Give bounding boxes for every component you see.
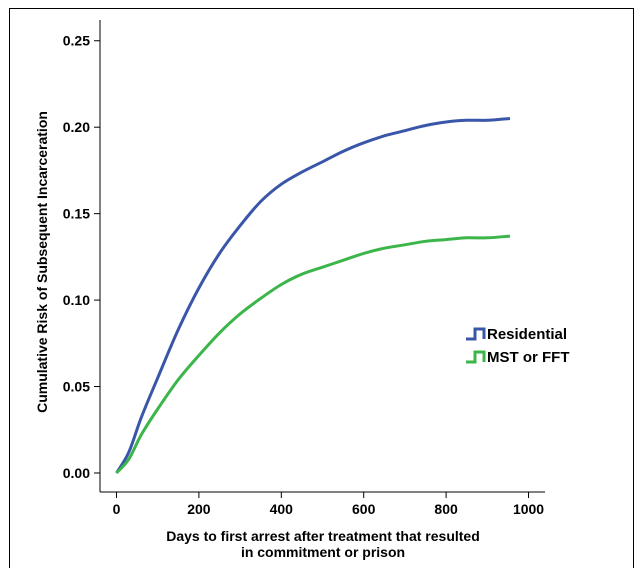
y-tick-label: 0.25: [63, 33, 90, 49]
x-tick-label: 600: [352, 501, 376, 517]
series-layer: [115, 117, 511, 475]
legend-swatch-mst-or-fft: [466, 350, 486, 364]
x-tick-label: 1000: [513, 501, 544, 517]
x-tick-label: 800: [434, 501, 458, 517]
legend-item-residential: Residential: [466, 326, 567, 343]
x-axis-label-line-2: in commitment or prison: [241, 544, 405, 560]
y-tick-label: 0.00: [63, 465, 90, 481]
y-axis-label: Cumulative Risk of Subsequent Incarcerat…: [34, 111, 50, 413]
series-line-mst-or-fft: [115, 234, 511, 475]
y-tick-label: 0.10: [63, 292, 90, 308]
y-tick-label: 0.05: [63, 379, 90, 395]
ticks: 0.00 0.05 0.10 0.15 0.20 0.25 0 200 400 600 800 100…: [63, 33, 545, 517]
legend: Residential MST or FFT: [466, 326, 570, 366]
chart-frame: [9, 8, 634, 568]
x-axis-label-line-1: Days to first arrest after treatment tha…: [166, 528, 480, 544]
y-tick-label: 0.15: [63, 206, 90, 222]
series-line-residential: [115, 117, 511, 474]
legend-label-mst-or-fft: MST or FFT: [487, 349, 570, 366]
x-tick-label: 200: [187, 501, 211, 517]
legend-swatch-residential: [466, 327, 486, 341]
x-tick-label: 0: [113, 501, 121, 517]
y-tick-label: 0.20: [63, 119, 90, 135]
x-tick-label: 400: [270, 501, 294, 517]
legend-item-mst-or-fft: MST or FFT: [466, 349, 570, 366]
legend-label-residential: Residential: [487, 326, 567, 343]
axes: [99, 20, 545, 493]
